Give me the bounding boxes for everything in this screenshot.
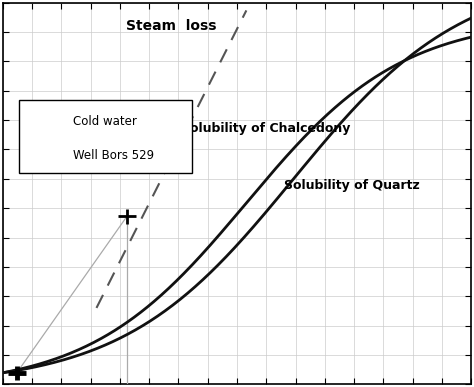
Text: Solubility of Quartz: Solubility of Quartz (284, 179, 419, 192)
Text: Solubility of Chalcedony: Solubility of Chalcedony (181, 122, 350, 135)
Text: Well Bors 529: Well Bors 529 (73, 149, 154, 162)
Text: Steam  loss: Steam loss (126, 19, 217, 33)
Text: Cold water: Cold water (73, 115, 137, 128)
FancyBboxPatch shape (19, 100, 192, 173)
